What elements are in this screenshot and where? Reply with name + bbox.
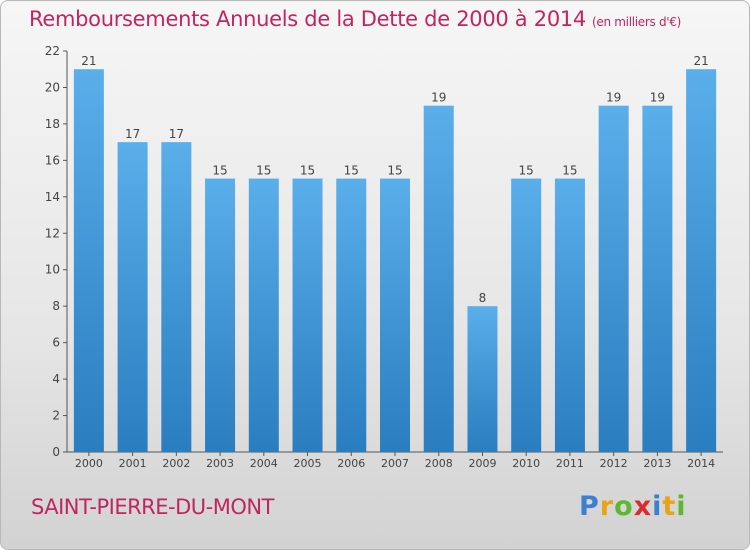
place-name: SAINT-PIERRE-DU-MONT <box>31 495 274 519</box>
logo-letter: t <box>662 491 677 522</box>
x-tick-label: 2003 <box>206 457 234 470</box>
x-tick-label: 2012 <box>600 457 628 470</box>
y-tick-label: 18 <box>45 117 60 131</box>
bar-value-label: 8 <box>479 291 487 305</box>
x-tick-label: 2004 <box>250 457 278 470</box>
x-tick-label: 2014 <box>687 457 715 470</box>
y-tick-label: 0 <box>52 445 60 459</box>
bar <box>467 306 498 452</box>
y-tick-label: 12 <box>45 226 60 240</box>
y-tick-label: 22 <box>45 44 60 58</box>
x-tick-label: 2007 <box>381 457 409 470</box>
bar-value-label: 19 <box>431 91 446 105</box>
chart-title-text: Remboursements Annuels de la Dette de 20… <box>29 7 586 31</box>
bar-value-label: 15 <box>300 164 315 178</box>
bar-value-label: 15 <box>519 164 534 178</box>
x-tick-label: 2001 <box>119 457 147 470</box>
bar <box>686 69 717 453</box>
proxiti-logo: Proxiti <box>579 491 687 522</box>
x-tick-label: 2010 <box>512 457 540 470</box>
bar <box>73 69 104 453</box>
value-labels-group: 21 17 17 15 15 15 15 15 19 8 15 15 19 19 21 <box>81 54 709 305</box>
bar-value-label: 19 <box>606 91 621 105</box>
x-tick-label: 2013 <box>643 457 671 470</box>
chart-subtitle: (en milliers d'€) <box>592 15 682 29</box>
y-tick-label: 16 <box>45 153 60 167</box>
bar-value-label: 15 <box>344 164 359 178</box>
bar-value-label: 19 <box>650 91 665 105</box>
bar-value-label: 17 <box>125 127 140 141</box>
x-axis: 2000 2001 2002 2003 2004 2005 2006 2007 2008 2009… <box>67 451 723 470</box>
bar-value-label: 21 <box>81 54 96 68</box>
y-tick-label: 6 <box>52 336 60 350</box>
bar-value-label: 17 <box>169 127 184 141</box>
logo-letter: o <box>614 491 634 522</box>
y-tick-label: 10 <box>45 263 60 277</box>
y-tick-label: 2 <box>52 409 60 423</box>
bar <box>642 105 673 452</box>
y-tick-label: 4 <box>52 372 60 386</box>
x-tick-label: 2000 <box>75 457 103 470</box>
x-tick-label: 2002 <box>162 457 190 470</box>
bar <box>161 142 192 453</box>
bar <box>598 105 629 452</box>
bar <box>205 178 236 452</box>
x-tick-label: 2005 <box>294 457 322 470</box>
bar-value-label: 21 <box>693 54 708 68</box>
bar-value-label: 15 <box>256 164 271 178</box>
bar <box>423 105 454 452</box>
bar-value-label: 15 <box>212 164 227 178</box>
logo-letter: r <box>599 491 615 522</box>
bars-group <box>73 69 717 453</box>
x-tick-label: 2009 <box>468 457 496 470</box>
x-tick-label: 2011 <box>556 457 584 470</box>
bar <box>117 142 148 453</box>
bar <box>380 178 410 452</box>
y-tick-label: 8 <box>52 299 60 313</box>
bar-value-label: 15 <box>562 164 577 178</box>
y-tick-label: 20 <box>45 80 60 94</box>
bar-value-label: 15 <box>387 164 402 178</box>
bar <box>292 178 323 452</box>
bar <box>554 178 585 452</box>
chart-title: Remboursements Annuels de la Dette de 20… <box>29 7 681 31</box>
logo-letter: P <box>579 491 600 522</box>
x-tick-label: 2006 <box>337 457 365 470</box>
bar <box>248 178 279 452</box>
y-tick-label: 14 <box>45 190 60 204</box>
bar <box>336 178 367 452</box>
bar <box>511 178 542 452</box>
y-axis: 0 2 4 6 8 10 12 14 16 18 20 22 <box>45 44 68 459</box>
logo-letter: x <box>633 491 653 522</box>
logo-letter: i <box>676 491 687 522</box>
x-tick-label: 2008 <box>425 457 453 470</box>
logo-letter: i <box>652 491 663 522</box>
